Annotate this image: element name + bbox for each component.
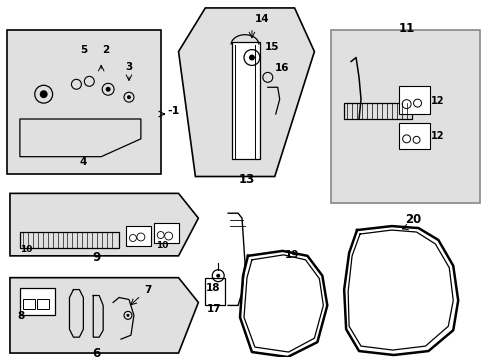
Bar — [232, 42, 259, 159]
Bar — [153, 223, 178, 243]
Bar — [20, 288, 55, 315]
Text: 13: 13 — [238, 174, 255, 186]
Text: 10: 10 — [20, 245, 32, 254]
Polygon shape — [10, 193, 198, 256]
Bar — [398, 123, 429, 149]
Circle shape — [127, 95, 131, 99]
Text: 14: 14 — [254, 14, 269, 24]
Text: 7: 7 — [143, 284, 151, 294]
Text: 8: 8 — [17, 311, 24, 321]
Text: 10: 10 — [155, 241, 168, 250]
Text: 18: 18 — [205, 283, 220, 293]
Text: 5: 5 — [80, 45, 87, 55]
Text: 3: 3 — [125, 62, 132, 72]
Text: 15: 15 — [264, 42, 279, 51]
Text: 20: 20 — [405, 213, 421, 226]
Text: 2: 2 — [102, 45, 110, 55]
Bar — [37, 300, 48, 309]
Circle shape — [40, 90, 47, 98]
Text: 16: 16 — [274, 63, 289, 73]
Bar — [7, 30, 161, 174]
Bar — [344, 103, 411, 119]
Circle shape — [126, 314, 129, 317]
Text: 19: 19 — [284, 250, 298, 260]
Bar — [398, 86, 429, 114]
Text: -1: -1 — [167, 106, 180, 116]
Text: 17: 17 — [206, 304, 221, 314]
Polygon shape — [178, 8, 314, 176]
Text: 9: 9 — [92, 251, 100, 264]
Text: 12: 12 — [430, 96, 444, 106]
Bar — [126, 226, 150, 246]
Polygon shape — [10, 278, 198, 353]
Bar — [205, 278, 224, 305]
Circle shape — [248, 55, 254, 60]
Text: 6: 6 — [92, 347, 100, 360]
Bar — [330, 30, 479, 203]
Circle shape — [105, 87, 110, 92]
Circle shape — [216, 274, 220, 278]
Text: 11: 11 — [398, 22, 414, 35]
Text: 4: 4 — [80, 157, 87, 167]
Bar — [23, 300, 35, 309]
Text: 12: 12 — [430, 131, 444, 141]
Bar — [20, 232, 119, 248]
